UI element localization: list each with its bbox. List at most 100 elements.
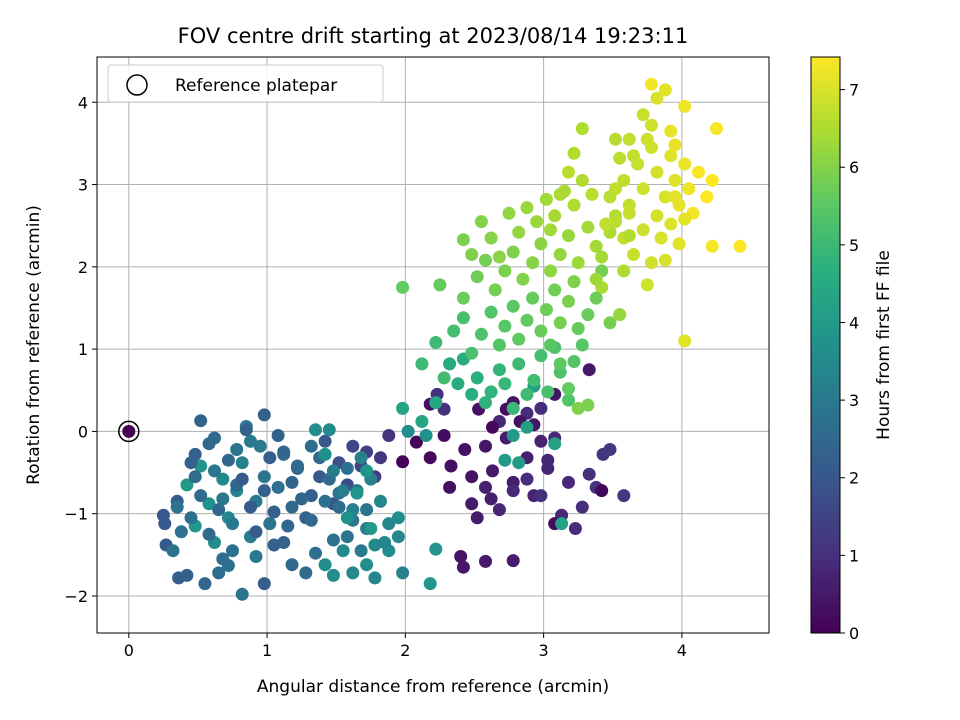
data-point [622, 229, 636, 243]
data-point [553, 357, 567, 371]
data-point [627, 248, 640, 261]
data-point [668, 138, 682, 152]
data-point [346, 439, 360, 453]
data-point [595, 484, 609, 498]
data-point [678, 334, 692, 348]
reference-point [122, 424, 136, 438]
data-point [534, 401, 548, 415]
data-point [640, 278, 654, 292]
data-point [692, 165, 705, 179]
data-point [710, 122, 723, 136]
y-axis-ticks: −2 −1 0 1 2 3 4 [64, 93, 97, 606]
data-point [562, 393, 575, 407]
data-point [360, 464, 374, 478]
data-point [664, 124, 678, 138]
data-point [539, 192, 553, 206]
data-point [664, 217, 678, 231]
data-point [244, 434, 257, 448]
data-point [465, 346, 479, 360]
data-point [456, 560, 470, 574]
x-axis-ticks: 0 1 2 3 4 [124, 633, 687, 660]
data-point [456, 233, 470, 247]
data-point [603, 443, 617, 456]
data-point [492, 503, 506, 517]
data-point [429, 396, 443, 410]
data-point [609, 182, 622, 196]
data-point [281, 519, 295, 533]
colorbar-tick-label: 6 [849, 158, 859, 177]
data-point [548, 283, 562, 297]
data-point [567, 355, 581, 368]
y-tick-label: 0 [78, 422, 88, 441]
data-point [443, 480, 457, 494]
data-point [609, 215, 622, 229]
legend: Reference platepar [107, 64, 384, 103]
data-point [360, 503, 374, 517]
data-point [636, 223, 650, 237]
y-tick-label: −1 [64, 505, 88, 524]
data-point [548, 209, 562, 223]
data-point [541, 385, 555, 399]
data-point [470, 511, 484, 525]
data-point [277, 445, 291, 459]
data-point [456, 291, 470, 305]
data-point [326, 568, 340, 582]
data-point [277, 536, 291, 549]
y-tick-label: −2 [64, 587, 88, 606]
data-point [582, 363, 596, 377]
data-point [562, 294, 575, 308]
data-point [374, 451, 387, 465]
data-point [285, 475, 299, 489]
colorbar-tick-label: 5 [849, 236, 859, 255]
data-point [291, 459, 304, 473]
data-point [285, 558, 299, 572]
data-point [470, 270, 484, 284]
data-point [599, 217, 613, 231]
data-point [340, 530, 354, 544]
data-point [368, 571, 382, 585]
data-point [423, 451, 437, 465]
data-point [544, 264, 557, 278]
data-point [221, 453, 235, 467]
data-point [253, 439, 267, 453]
data-point [184, 511, 198, 525]
data-point [401, 424, 415, 438]
data-point [257, 408, 271, 422]
data-point [304, 513, 318, 527]
data-point [520, 313, 534, 327]
data-point [309, 423, 322, 437]
data-point [650, 165, 664, 179]
x-tick-label: 1 [262, 641, 272, 660]
data-point [391, 530, 405, 544]
data-point [479, 439, 492, 453]
data-point [346, 566, 360, 580]
data-point [396, 280, 410, 294]
data-point [512, 357, 526, 371]
y-tick-label: 4 [78, 93, 88, 112]
data-point [263, 451, 277, 465]
data-point [705, 173, 719, 187]
colorbar-tick-label: 1 [849, 546, 859, 565]
data-point [506, 484, 520, 498]
data-point [506, 299, 520, 313]
data-point [208, 431, 221, 445]
data-point [465, 497, 479, 511]
data-point [650, 209, 664, 223]
x-tick-label: 4 [677, 641, 687, 660]
data-point [617, 264, 631, 278]
colorbar-tick-label: 3 [849, 391, 859, 410]
data-point [180, 478, 194, 492]
data-point [502, 206, 516, 220]
data-point [664, 149, 678, 163]
data-point [419, 429, 433, 442]
data-point [437, 429, 451, 442]
data-point [458, 443, 472, 456]
data-point [158, 517, 172, 531]
data-point [613, 308, 627, 322]
data-point [506, 401, 520, 415]
data-point [188, 470, 202, 484]
data-point [589, 272, 603, 286]
data-point [226, 517, 239, 531]
data-point [456, 311, 470, 325]
data-point [534, 349, 548, 363]
